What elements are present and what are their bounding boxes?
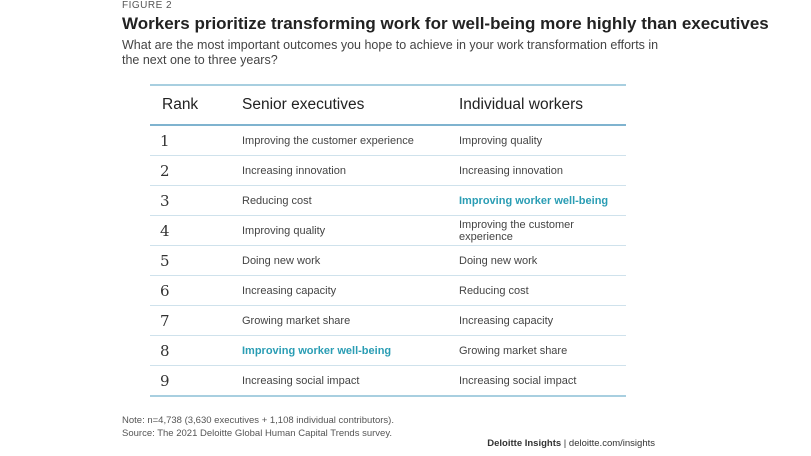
rank-cell: 5	[160, 251, 170, 270]
senior-executives-cell: Increasing social impact	[242, 374, 360, 387]
table-row: 5 Doing new work Doing new work	[150, 246, 626, 276]
brand-url: deloitte.com/insights	[568, 438, 655, 449]
rank-cell: 6	[160, 281, 170, 300]
senior-executives-cell: Increasing capacity	[242, 284, 337, 297]
individual-workers-cell: Increasing capacity	[459, 314, 554, 327]
individual-workers-cell: Reducing cost	[459, 284, 529, 297]
senior-executives-cell: Improving worker well-being	[242, 344, 392, 357]
table-row: 7 Growing market share Increasing capacity	[150, 306, 626, 336]
figure-subtitle: What are the most important outcomes you…	[122, 38, 659, 67]
individual-workers-cell: Increasing social impact	[459, 374, 577, 387]
brand-name: Deloitte Insights	[487, 438, 562, 449]
table-body: 1 Improving the customer experience Improv…	[150, 126, 626, 397]
table-header: Rank Senior executives Individual worker…	[150, 86, 626, 126]
senior-executives-cell: Growing market share	[242, 314, 351, 327]
individual-workers-cell: Doing new work	[459, 254, 538, 267]
rank-cell: 7	[160, 311, 170, 330]
rank-cell: 2	[160, 161, 170, 180]
senior-executives-cell: Increasing innovation	[242, 164, 346, 177]
individual-workers-cell: Improving quality	[459, 134, 543, 147]
rank-cell: 9	[160, 371, 170, 390]
source-text: Source: The 2021 Deloitte Global Human C…	[122, 428, 393, 439]
footnote: Note: n=4,738 (3,630 executives + 1,108 …	[122, 414, 394, 440]
rank-cell: 4	[160, 221, 170, 240]
senior-executives-cell: Reducing cost	[242, 194, 312, 207]
senior-executives-cell: Improving the customer experience	[242, 134, 414, 147]
individual-workers-cell: Improving the customer experience	[459, 218, 574, 243]
rank-cell: 1	[160, 131, 170, 150]
rank-cell: 8	[160, 341, 170, 360]
table-row: 6 Increasing capacity Reducing cost	[150, 276, 626, 306]
individual-workers-cell: Improving worker well-being	[459, 194, 609, 207]
figure-label: FIGURE 2	[122, 0, 173, 11]
header-senior-executives: Senior executives	[242, 96, 365, 113]
brand-separator: |	[561, 438, 569, 449]
table-row: 4 Improving quality Improving the customer…	[150, 216, 626, 246]
note-text: Note: n=4,738 (3,630 executives + 1,108 …	[122, 415, 394, 426]
table-row: 1 Improving the customer experience Improv…	[150, 126, 626, 156]
senior-executives-cell: Doing new work	[242, 254, 321, 267]
header-individual-workers: Individual workers	[459, 96, 584, 113]
individual-workers-cell: Growing market share	[459, 344, 568, 357]
table-row: 9 Increasing social impact Increasing soci…	[150, 366, 626, 397]
rank-cell: 3	[160, 191, 170, 210]
figure-title: Workers prioritize transforming work for…	[122, 14, 769, 33]
individual-workers-cell: Increasing innovation	[459, 164, 563, 177]
brand-credit: Deloitte Insights | deloitte.com/insight…	[487, 438, 655, 449]
table-row: 3 Reducing cost Improving worker well-bein…	[150, 186, 626, 216]
table-row: 8 Improving worker well-being Growing mark…	[150, 336, 626, 366]
header-rank: Rank	[162, 96, 199, 113]
senior-executives-cell: Improving quality	[242, 224, 326, 237]
ranking-table: Rank Senior executives Individual worker…	[150, 84, 626, 397]
table-row: 2 Increasing innovation Increasing innovat…	[150, 156, 626, 186]
